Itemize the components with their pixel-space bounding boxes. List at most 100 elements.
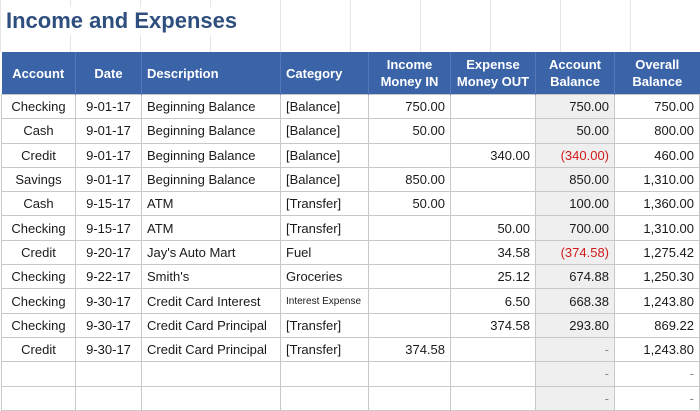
cell-account-balance[interactable]: 850.00 [535,166,615,193]
cell-income[interactable] [368,239,451,266]
header-date[interactable]: Date [75,52,142,95]
cell-description[interactable]: Credit Card Interest [141,288,281,314]
cell-expense[interactable] [450,336,536,363]
cell-category[interactable]: [Balance] [280,142,369,168]
cell-account[interactable]: Cash [1,118,76,144]
cell-category[interactable]: [Balance] [280,93,369,120]
cell-date[interactable]: 9-30-17 [75,336,142,363]
cell-overall-balance[interactable]: 1,250.30 [614,264,700,290]
cell-date[interactable]: 9-01-17 [75,166,142,193]
cell-account-balance[interactable]: 700.00 [535,215,615,241]
cell-account-balance[interactable]: 674.88 [535,264,615,290]
cell-description[interactable] [141,385,281,411]
cell-date[interactable] [75,361,142,387]
cell-account-balance[interactable]: (340.00) [535,142,615,168]
cell-category[interactable]: [Transfer] [280,312,369,338]
cell-income[interactable] [368,288,451,314]
cell-date[interactable]: 9-01-17 [75,93,142,120]
cell-account[interactable]: Checking [1,93,76,120]
cell-income[interactable] [368,385,451,411]
cell-category[interactable]: [Transfer] [280,215,369,241]
cell-date[interactable]: 9-30-17 [75,312,142,338]
cell-account-balance[interactable]: - [535,336,615,363]
cell-overall-balance[interactable]: 869.22 [614,312,700,338]
cell-expense[interactable]: 374.58 [450,312,536,338]
cell-category[interactable] [280,385,369,411]
cell-account[interactable]: Checking [1,215,76,241]
cell-account[interactable]: Cash [1,191,76,217]
header-category[interactable]: Category [280,52,369,95]
cell-income[interactable]: 374.58 [368,336,451,363]
cell-overall-balance[interactable]: - [614,385,700,411]
cell-category[interactable]: [Transfer] [280,336,369,363]
cell-income[interactable]: 850.00 [368,166,451,193]
cell-overall-balance[interactable]: 460.00 [614,142,700,168]
cell-income[interactable] [368,312,451,338]
cell-expense[interactable] [450,166,536,193]
cell-overall-balance[interactable]: 800.00 [614,118,700,144]
header-income[interactable]: Income Money IN [368,52,451,95]
cell-description[interactable]: Beginning Balance [141,142,281,168]
cell-category[interactable]: Fuel [280,239,369,266]
cell-account[interactable]: Savings [1,166,76,193]
cell-overall-balance[interactable]: - [614,361,700,387]
cell-overall-balance[interactable]: 1,310.00 [614,166,700,193]
cell-description[interactable]: Beginning Balance [141,166,281,193]
cell-expense[interactable] [450,191,536,217]
cell-expense[interactable]: 50.00 [450,215,536,241]
header-account-balance[interactable]: Account Balance [535,52,615,95]
cell-income[interactable] [368,215,451,241]
cell-expense[interactable]: 6.50 [450,288,536,314]
cell-account-balance[interactable]: (374.58) [535,239,615,266]
cell-account-balance[interactable]: - [535,361,615,387]
cell-date[interactable]: 9-01-17 [75,118,142,144]
cell-account[interactable] [1,361,76,387]
cell-account[interactable]: Checking [1,312,76,338]
cell-date[interactable]: 9-22-17 [75,264,142,290]
cell-income[interactable] [368,142,451,168]
cell-overall-balance[interactable]: 1,275.42 [614,239,700,266]
cell-expense[interactable] [450,361,536,387]
cell-expense[interactable] [450,385,536,411]
cell-account-balance[interactable]: 293.80 [535,312,615,338]
cell-account[interactable] [1,385,76,411]
cell-description[interactable]: Beginning Balance [141,93,281,120]
cell-account[interactable]: Credit [1,239,76,266]
cell-category[interactable]: [Balance] [280,118,369,144]
cell-account-balance[interactable]: 750.00 [535,93,615,120]
cell-date[interactable]: 9-01-17 [75,142,142,168]
cell-description[interactable]: ATM [141,215,281,241]
cell-income[interactable]: 750.00 [368,93,451,120]
cell-account[interactable]: Credit [1,336,76,363]
cell-overall-balance[interactable]: 1,310.00 [614,215,700,241]
cell-income[interactable] [368,361,451,387]
cell-description[interactable] [141,361,281,387]
cell-account[interactable]: Credit [1,142,76,168]
cell-description[interactable]: Jay's Auto Mart [141,239,281,266]
header-description[interactable]: Description [141,52,281,95]
cell-expense[interactable] [450,93,536,120]
cell-description[interactable]: Credit Card Principal [141,312,281,338]
header-overall-balance[interactable]: Overall Balance [614,52,700,95]
cell-expense[interactable] [450,118,536,144]
cell-description[interactable]: Beginning Balance [141,118,281,144]
cell-date[interactable]: 9-15-17 [75,191,142,217]
cell-income[interactable]: 50.00 [368,191,451,217]
cell-account-balance[interactable]: 50.00 [535,118,615,144]
cell-account-balance[interactable]: 668.38 [535,288,615,314]
cell-income[interactable] [368,264,451,290]
cell-expense[interactable]: 34.58 [450,239,536,266]
header-expense[interactable]: Expense Money OUT [450,52,536,95]
cell-description[interactable]: ATM [141,191,281,217]
header-account[interactable]: Account [1,52,76,95]
cell-overall-balance[interactable]: 750.00 [614,93,700,120]
cell-category[interactable]: [Balance] [280,166,369,193]
cell-date[interactable]: 9-20-17 [75,239,142,266]
cell-description[interactable]: Smith's [141,264,281,290]
cell-category[interactable]: [Transfer] [280,191,369,217]
cell-category[interactable] [280,361,369,387]
cell-date[interactable]: 9-30-17 [75,288,142,314]
cell-overall-balance[interactable]: 1,243.80 [614,288,700,314]
cell-account[interactable]: Checking [1,288,76,314]
cell-date[interactable] [75,385,142,411]
